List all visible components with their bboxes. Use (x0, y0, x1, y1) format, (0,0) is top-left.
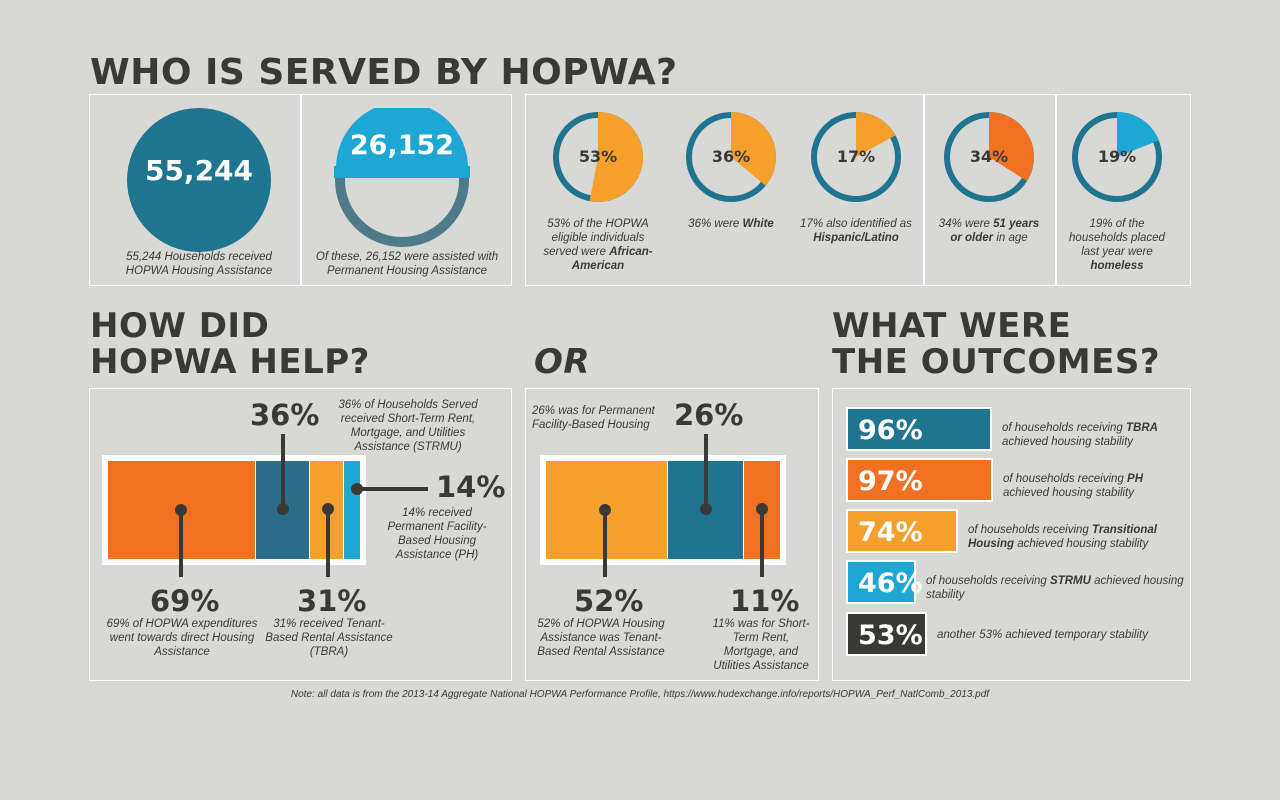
caption-11: 11% was for Short-Term Rent, Mortgage, a… (712, 618, 810, 672)
donut-slice (1117, 112, 1159, 157)
connector-dot (599, 504, 611, 516)
donut-caption: 17% also identified as Hispanic/Latino (800, 218, 912, 244)
source-note: Note: all data is from the 2013-14 Aggre… (290, 689, 990, 700)
donut-slice (731, 112, 776, 186)
connector-line (704, 434, 708, 510)
outcomes-panel (832, 388, 1191, 681)
connector-dot (175, 504, 187, 516)
panel-divider (300, 95, 302, 285)
label-11: 11% (730, 584, 800, 618)
demographic-donut (1072, 112, 1162, 202)
outcome-bar: 53% (846, 612, 927, 656)
donut-slice (989, 112, 1034, 182)
caption-14: 14% received Permanent Facility-Based Ho… (387, 507, 487, 561)
section-title-how-help-2: HOPWA HELP? (90, 342, 370, 382)
caption-26: 26% was for Permanent Facility-Based Hou… (532, 405, 655, 431)
donut-percent-label: 17% (836, 147, 876, 166)
outcome-text: of households receiving STRMU achieved h… (926, 575, 1184, 601)
label-31: 31% (297, 584, 367, 618)
households-circle (127, 108, 271, 252)
donut-slice (856, 112, 896, 157)
bar-seg-ph (344, 461, 360, 559)
donut-percent-label: 34% (969, 147, 1009, 166)
connector-line (281, 434, 285, 510)
demographic-donut (811, 112, 901, 202)
connector-dot (351, 483, 363, 495)
caption-52: 52% of HOPWA Housing Assistance was Tena… (537, 618, 665, 658)
help-left-panel (89, 388, 512, 681)
demographic-donut (944, 112, 1034, 202)
permanent-caption: Of these, 26,152 were assisted with Perm… (315, 251, 499, 277)
donut-caption: 53% of the HOPWA eligible individuals se… (543, 218, 653, 272)
or-label: OR (534, 342, 591, 382)
demographics-panel (525, 94, 1191, 286)
donut-caption: 36% were White (688, 218, 774, 230)
connector-line (603, 509, 607, 577)
caption-36: 36% of Households Served received Short-… (338, 399, 478, 453)
section-title-how-help-1: HOW DID (90, 306, 270, 346)
connector-line (760, 509, 764, 577)
donut-percent-label: 19% (1097, 147, 1137, 166)
outcome-bar: 97% (846, 458, 993, 502)
connector-dot (756, 503, 768, 515)
caption-69: 69% of HOPWA expenditures went towards d… (106, 618, 258, 658)
households-panel (89, 94, 512, 286)
outcome-text: of households receiving TBRA achieved ho… (1002, 422, 1158, 448)
connector-dot (277, 503, 289, 515)
outcome-bar: 96% (846, 407, 992, 451)
outcome-text: of households receiving PH achieved hous… (1003, 473, 1144, 499)
donut-percent-label: 53% (578, 147, 618, 166)
help-right-panel (525, 388, 819, 681)
donut-caption: 34% were 51 years or older in age (938, 218, 1040, 244)
connector-line (326, 509, 330, 577)
label-52: 52% (574, 584, 644, 618)
section-title-outcomes-1: WHAT WERE (832, 306, 1072, 346)
label-26: 26% (674, 398, 744, 432)
permanent-gauge (334, 108, 470, 247)
donut-percent-label: 36% (711, 147, 751, 166)
section-title-who-served: WHO IS SERVED BY HOPWA? (90, 52, 678, 93)
permanent-number: 26,152 (349, 130, 455, 161)
connector-dot (322, 503, 334, 515)
demographic-donut (553, 112, 644, 202)
section-title-outcomes-2: THE OUTCOMES? (832, 342, 1161, 382)
demographic-donut (686, 112, 776, 202)
outcome-bar: 74% (846, 509, 958, 553)
label-69: 69% (150, 584, 220, 618)
outcome-bar: 46% (846, 560, 923, 604)
label-36: 36% (250, 398, 320, 432)
donut-slice (589, 112, 644, 202)
households-number: 55,244 (144, 154, 254, 187)
connector-line (356, 487, 428, 491)
label-14: 14% (436, 470, 506, 504)
panel-divider (1055, 95, 1057, 285)
households-caption: 55,244 Households received HOPWA Housing… (125, 251, 273, 277)
outcome-text: another 53% achieved temporary stability (937, 629, 1148, 641)
outcome-text: of households receiving Transitional Hou… (968, 524, 1157, 550)
donut-caption: 19% of the households placed last year w… (1069, 218, 1165, 272)
panel-divider (923, 95, 925, 285)
connector-line (179, 509, 183, 577)
caption-31: 31% received Tenant-Based Rental Assista… (265, 618, 393, 658)
connector-dot (700, 503, 712, 515)
